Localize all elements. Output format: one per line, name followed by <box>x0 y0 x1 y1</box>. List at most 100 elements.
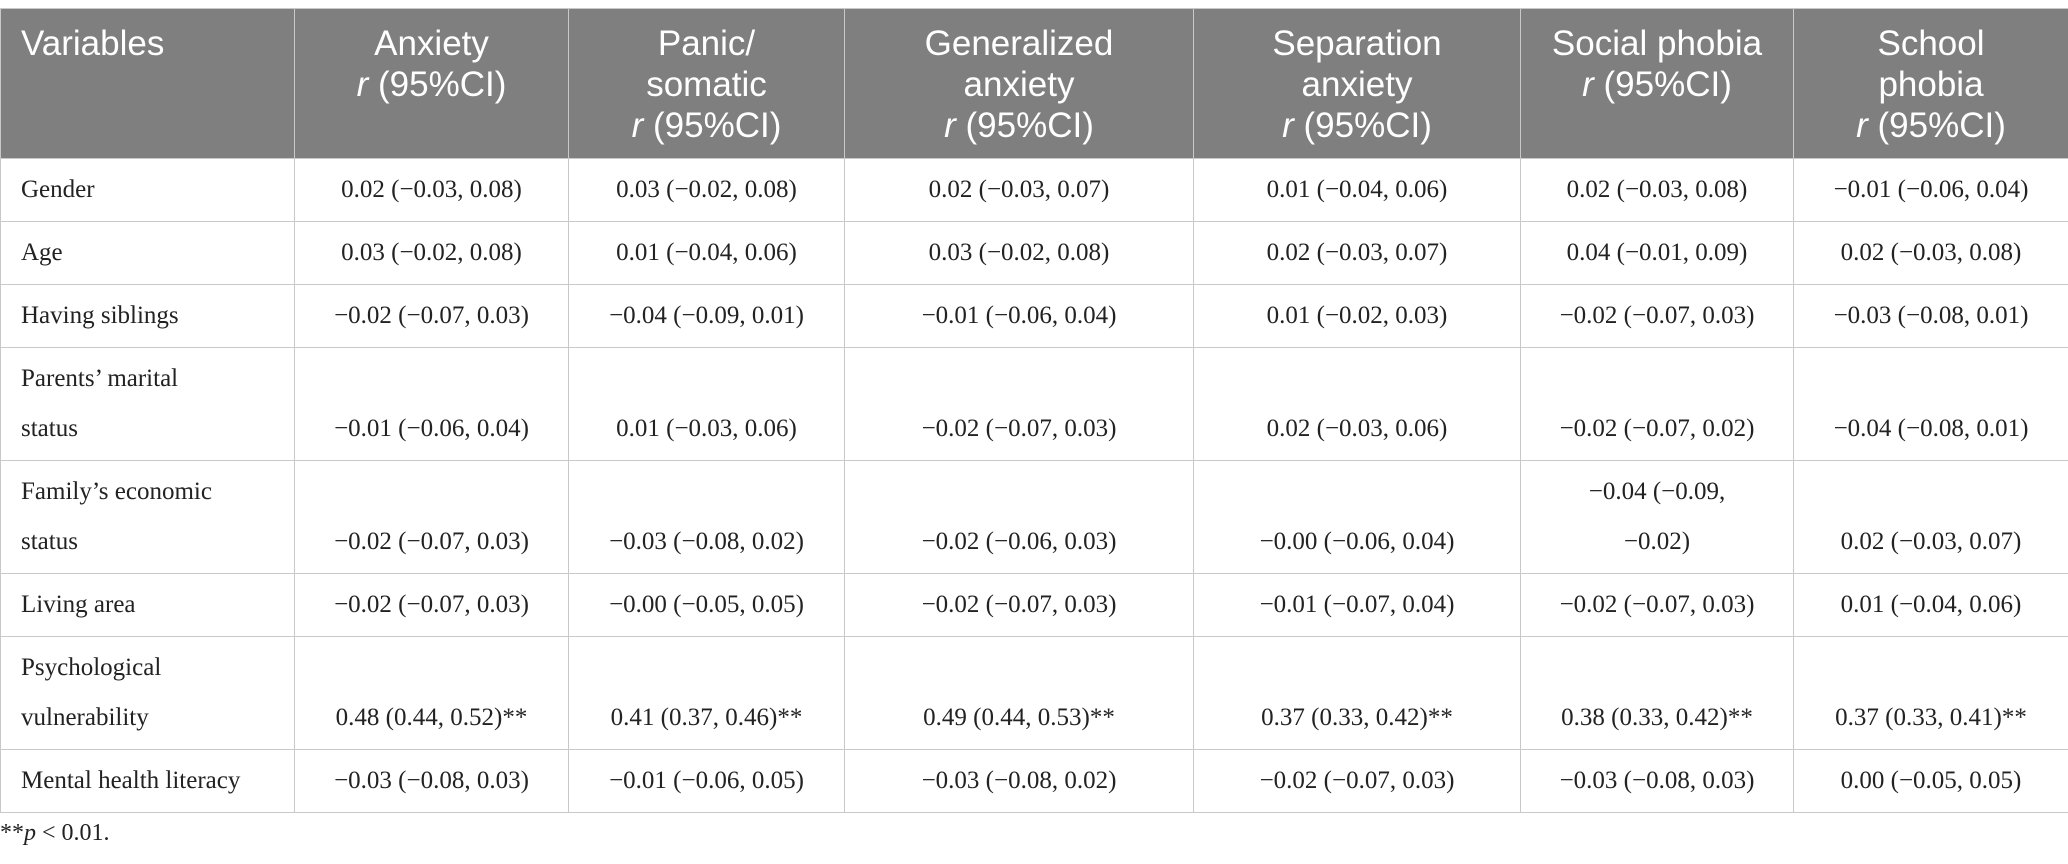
table-cell: 0.02 (−0.03, 0.07) <box>844 158 1194 222</box>
table-cell: −0.02 (−0.07, 0.03) <box>844 347 1194 461</box>
header-col-label: Separation <box>1272 24 1442 63</box>
table-cell: −0.01 (−0.06, 0.05) <box>568 749 845 813</box>
stat-ci: (95%CI) <box>1293 106 1432 145</box>
header-col-label: School <box>1877 24 1985 63</box>
table-cell: −0.04 (−0.09, −0.02) <box>1520 460 1794 574</box>
table-cell: −0.01 (−0.06, 0.04) <box>294 347 569 461</box>
variable-label-line: Parents’ marital <box>21 365 179 392</box>
variable-label-line: status <box>21 415 78 442</box>
row-variable-label: Age <box>0 221 295 285</box>
footnote-p: p <box>24 820 36 846</box>
variable-label-line: Gender <box>21 176 95 203</box>
row-variable-label: Family’s economic status <box>0 460 295 574</box>
header-stat-label: r (95%CI) <box>1802 105 2060 146</box>
table-cell: −0.02 (−0.07, 0.03) <box>1520 284 1794 348</box>
table-cell: 0.37 (0.33, 0.42)** <box>1193 636 1521 750</box>
table-cell: 0.04 (−0.01, 0.09) <box>1520 221 1794 285</box>
table-cell: −0.02 (−0.07, 0.03) <box>1520 573 1794 637</box>
header-variables: Variables <box>0 8 295 159</box>
header-stat-label: r (95%CI) <box>853 105 1185 146</box>
table-cell: −0.03 (−0.08, 0.01) <box>1793 284 2068 348</box>
table-row: Having siblings −0.02 (−0.07, 0.03) −0.04 … <box>0 284 2068 348</box>
table-row: Living area −0.02 (−0.07, 0.03) −0.00 (−0.… <box>0 573 2068 637</box>
table-cell: 0.41 (0.37, 0.46)** <box>568 636 845 750</box>
stat-ci: (95%CI) <box>955 106 1094 145</box>
variable-label-line: Age <box>21 239 63 266</box>
correlation-table: Variables Anxiety r (95%CI) Panic/somatic r… <box>0 8 2068 813</box>
table-cell: −0.04 (−0.09, 0.01) <box>568 284 845 348</box>
table-cell: −0.02 (−0.07, 0.02) <box>1520 347 1794 461</box>
table-cell: −0.03 (−0.08, 0.03) <box>1520 749 1794 813</box>
table-cell: 0.03 (−0.02, 0.08) <box>294 221 569 285</box>
header-col-1: Anxiety r (95%CI) <box>294 8 569 159</box>
header-col-5: Social phobia r (95%CI) <box>1520 8 1794 159</box>
table-cell: 0.02 (−0.03, 0.07) <box>1193 221 1521 285</box>
cell-line: −0.02) <box>1623 528 1691 555</box>
header-col-4: Separation anxiety r (95%CI) <box>1193 8 1521 159</box>
row-variable-label: Having siblings <box>0 284 295 348</box>
table-body: Gender 0.02 (−0.03, 0.08) 0.03 (−0.02, 0.0… <box>0 158 2068 813</box>
row-variable-label: Gender <box>0 158 295 222</box>
table-cell: 0.02 (−0.03, 0.08) <box>1520 158 1794 222</box>
row-variable-label: Psychological vulnerability <box>0 636 295 750</box>
table-cell: −0.04 (−0.08, 0.01) <box>1793 347 2068 461</box>
table-cell: 0.01 (−0.04, 0.06) <box>1793 573 2068 637</box>
table-cell: 0.01 (−0.04, 0.06) <box>1193 158 1521 222</box>
table-row: Mental health literacy −0.03 (−0.08, 0.03… <box>0 749 2068 813</box>
variable-label-line: status <box>21 528 78 555</box>
table-cell: 0.03 (−0.02, 0.08) <box>568 158 845 222</box>
header-col-label: Generalized <box>924 24 1114 63</box>
table-cell: −0.03 (−0.08, 0.02) <box>568 460 845 574</box>
header-col-label: somatic <box>646 65 767 104</box>
table-cell: 0.03 (−0.02, 0.08) <box>844 221 1194 285</box>
footnote-rest: < 0.01. <box>36 820 110 846</box>
table-cell: 0.49 (0.44, 0.53)** <box>844 636 1194 750</box>
table-cell: −0.02 (−0.07, 0.03) <box>294 284 569 348</box>
footnote-stars: ** <box>0 820 24 846</box>
table-cell: −0.02 (−0.07, 0.03) <box>294 573 569 637</box>
stat-ci: (95%CI) <box>1593 65 1732 104</box>
header-col-label: Panic/ <box>657 24 756 63</box>
variable-label-line: Mental health literacy <box>21 767 241 794</box>
row-variable-label: Parents’ marital status <box>0 347 295 461</box>
table-cell: 0.38 (0.33, 0.42)** <box>1520 636 1794 750</box>
table-row: Psychological vulnerability 0.48 (0.44, 0.… <box>0 636 2068 750</box>
table-cell: 0.02 (−0.03, 0.06) <box>1193 347 1521 461</box>
table-cell: −0.01 (−0.07, 0.04) <box>1193 573 1521 637</box>
table-cell: −0.02 (−0.07, 0.03) <box>844 573 1194 637</box>
header-col-2: Panic/somatic r (95%CI) <box>568 8 845 159</box>
table-cell: 0.01 (−0.03, 0.06) <box>568 347 845 461</box>
header-stat-label: r (95%CI) <box>1202 105 1512 146</box>
header-stat-label: r (95%CI) <box>303 64 560 105</box>
stat-ci: (95%CI) <box>1867 106 2006 145</box>
stat-r: r <box>631 106 644 145</box>
table-cell: −0.03 (−0.08, 0.02) <box>844 749 1194 813</box>
header-stat-label: r (95%CI) <box>1529 64 1785 105</box>
variable-label-line: Psychological <box>21 654 162 681</box>
cell-line: −0.04 (−0.09, <box>1588 478 1726 505</box>
table-row: Family’s economic status −0.02 (−0.07, 0.0… <box>0 460 2068 574</box>
table-cell: −0.03 (−0.08, 0.03) <box>294 749 569 813</box>
row-variable-label: Living area <box>0 573 295 637</box>
table-cell: −0.00 (−0.06, 0.04) <box>1193 460 1521 574</box>
table-row: Age 0.03 (−0.02, 0.08) 0.01 (−0.04, 0.06) 0… <box>0 221 2068 285</box>
table-cell: −0.02 (−0.06, 0.03) <box>844 460 1194 574</box>
table-row: Gender 0.02 (−0.03, 0.08) 0.03 (−0.02, 0.0… <box>0 158 2068 222</box>
header-col-3: Generalized anxiety r (95%CI) <box>844 8 1194 159</box>
table-cell: −0.01 (−0.06, 0.04) <box>844 284 1194 348</box>
variable-label-line: vulnerability <box>21 704 149 731</box>
table-cell: 0.01 (−0.02, 0.03) <box>1193 284 1521 348</box>
table-cell: 0.48 (0.44, 0.52)** <box>294 636 569 750</box>
header-col-label: Social phobia <box>1551 24 1763 63</box>
variable-label-line: Family’s economic <box>21 478 212 505</box>
stat-ci: (95%CI) <box>368 65 507 104</box>
table-cell: 0.02 (−0.03, 0.08) <box>294 158 569 222</box>
variable-label-line: Having siblings <box>21 302 179 329</box>
table-cell: 0.37 (0.33, 0.41)** <box>1793 636 2068 750</box>
header-col-6: School phobia r (95%CI) <box>1793 8 2068 159</box>
stat-ci: (95%CI) <box>643 106 782 145</box>
header-stat-label: r (95%CI) <box>577 105 836 146</box>
row-variable-label: Mental health literacy <box>0 749 295 813</box>
stat-r: r <box>1856 106 1868 145</box>
table-header-row: Variables Anxiety r (95%CI) Panic/somatic r… <box>0 8 2068 159</box>
